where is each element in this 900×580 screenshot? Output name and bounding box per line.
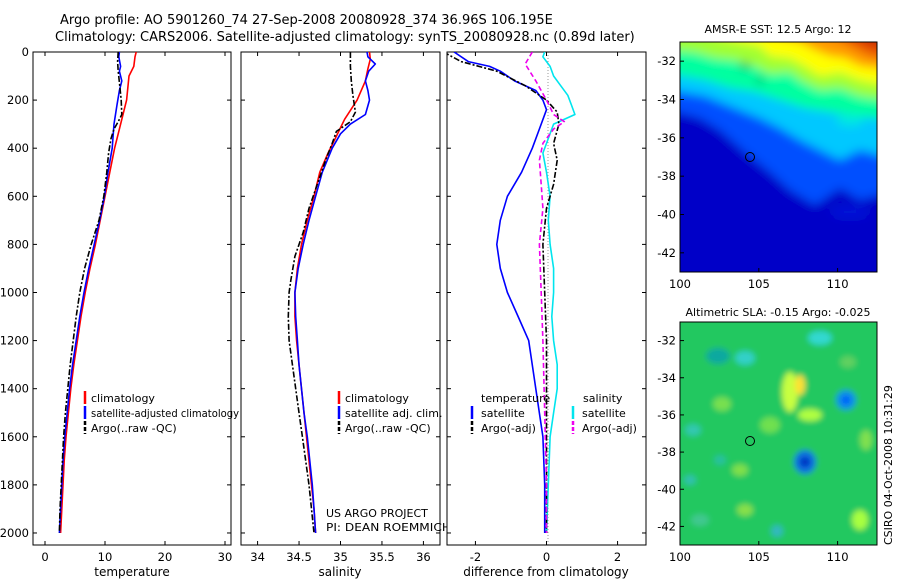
legend-label-sal-satellite: satellite — [582, 407, 626, 420]
sla-map-frame — [679, 321, 878, 546]
map-y-tick-label: -40 — [657, 208, 676, 222]
legend-label-temp-argo: Argo(-adj) — [481, 422, 536, 435]
sla-map-image — [680, 322, 877, 545]
x-tick-label: 34.5 — [286, 550, 312, 564]
argo-location-marker — [745, 436, 755, 446]
salinity-profile-panel: 34 34.5 35 35.5 36 salinity climatology sate… — [240, 51, 451, 579]
salinity-legend: climatology satellite adj. clim. Argo(..… — [337, 391, 442, 435]
y-tick-label: 0 — [22, 45, 29, 59]
series-line-argo-adj-temperature — [447, 53, 560, 533]
map-y-tick-label: -32 — [657, 54, 676, 68]
x-tick-label: 35.5 — [369, 550, 395, 564]
x-tick-label: -2 — [470, 550, 481, 564]
temperature-axes-box — [32, 51, 232, 546]
y-tick-label: 600 — [7, 189, 29, 203]
map-y-tick-label: -34 — [657, 371, 676, 385]
sst-map-image — [680, 42, 877, 272]
salinity-xlabel: salinity — [318, 565, 361, 579]
timestamp-label: CSIRO 04-Oct-2008 10:31:29 — [882, 385, 895, 545]
y-tick-label: 200 — [7, 93, 29, 107]
y-tick-label: 2000 — [0, 526, 29, 540]
series-line-climatology — [59, 52, 137, 534]
map-y-tick-label: -40 — [657, 482, 676, 496]
difference-ticks: -2 0 2 — [447, 51, 646, 564]
temperature-profile-panel: 0 10 20 30 0 200 400 600 800 1000 1200 1400 1600 1800… — [0, 45, 239, 579]
y-tick-label: 1400 — [0, 382, 29, 396]
x-tick-label: 2 — [614, 550, 621, 564]
legend-label-climatology: climatology — [345, 392, 409, 405]
series-line-argo-raw-qc — [58, 52, 123, 534]
series-line-argo-adj-salinity — [524, 52, 566, 533]
y-tick-label: 1600 — [0, 430, 29, 444]
temperature-legend: climatology satellite-adjusted climatolo… — [83, 391, 239, 435]
map-y-tick-label: -36 — [657, 408, 676, 422]
legend-label-satellite-adj: satellite adj. clim. — [345, 407, 442, 420]
map-x-tick-label: 105 — [748, 550, 770, 564]
map-y-tick-label: -34 — [657, 93, 676, 107]
y-tick-label: 400 — [7, 141, 29, 155]
map-y-tick-label: -42 — [657, 519, 676, 533]
credit-line2: PI: DEAN ROEMMICH — [326, 521, 451, 534]
difference-series — [447, 52, 576, 534]
difference-legend: temperature satellite Argo(-adj) salinit… — [470, 392, 637, 435]
x-tick-label: 36 — [416, 550, 431, 564]
x-tick-label: 35 — [333, 550, 348, 564]
legend-group-salinity: salinity — [583, 392, 623, 405]
map-y-tick-label: -42 — [657, 246, 676, 260]
x-tick-label: 34 — [250, 550, 265, 564]
legend-label-satellite-adjusted: satellite-adjusted climatology — [91, 407, 239, 420]
y-tick-label: 1000 — [0, 285, 29, 299]
figure-title-line2: Climatology: CARS2006. Satellite-adjuste… — [55, 30, 635, 45]
difference-xlabel: difference from climatology — [463, 565, 629, 579]
map-x-tick-label: 100 — [669, 277, 691, 291]
map-y-tick-label: -38 — [657, 445, 676, 459]
map-x-tick-label: 100 — [669, 550, 691, 564]
legend-label-argo: Argo(..raw -QC) — [345, 422, 431, 435]
sst-map-ticks: 100 105 110 -32 -34 -36 -38 -40 -42 — [657, 54, 848, 291]
sla-map-ticks: 100 105 110 -32 -34 -36 -38 -40 -42 — [657, 334, 848, 564]
map-x-tick-label: 105 — [748, 277, 770, 291]
x-tick-label: 0 — [543, 550, 550, 564]
temperature-xlabel: temperature — [94, 565, 169, 579]
x-tick-label: 30 — [218, 550, 233, 564]
y-tick-label: 1800 — [0, 478, 29, 492]
temperature-series — [58, 52, 137, 534]
map-x-tick-label: 110 — [827, 277, 849, 291]
x-tick-label: 20 — [158, 550, 173, 564]
sst-map-title: AMSR-E SST: 12.5 Argo: 12 — [704, 23, 851, 36]
map-x-tick-label: 110 — [827, 550, 849, 564]
difference-profile-panel: -2 0 2 difference from climatology tempera… — [446, 51, 647, 579]
series-line-satellite-adj-clim — [294, 52, 377, 534]
map-y-tick-label: -38 — [657, 169, 676, 183]
sla-map-panel: Altimetric SLA: -0.15 Argo: -0.025 — [657, 306, 878, 564]
sst-map-panel: AMSR-E SST: 12.5 Argo: 12 100 105 110- — [657, 23, 878, 291]
y-tick-label: 1200 — [0, 334, 29, 348]
sst-map-frame — [679, 41, 878, 273]
temperature-ticks: 0 10 20 30 0 200 400 600 800 1000 1200 1400 1600 1800… — [0, 45, 232, 564]
legend-label-sal-argo: Argo(-adj) — [582, 422, 637, 435]
legend-label-climatology: climatology — [91, 392, 155, 405]
salinity-ticks: 34 34.5 35 35.5 36 — [241, 51, 440, 564]
series-line-argo-raw-qc — [287, 52, 357, 534]
sla-map-title: Altimetric SLA: -0.15 Argo: -0.025 — [686, 306, 871, 319]
salinity-series — [287, 52, 377, 534]
legend-group-temperature: temperature — [481, 392, 550, 405]
figure-title-line1: Argo profile: AO 5901260_74 27-Sep-2008 … — [60, 13, 553, 28]
y-tick-label: 800 — [7, 237, 29, 251]
legend-label-argo: Argo(..raw -QC) — [91, 422, 177, 435]
legend-label-temp-satellite: satellite — [481, 407, 525, 420]
map-y-tick-label: -36 — [657, 131, 676, 145]
credit-line1: US ARGO PROJECT — [326, 507, 428, 520]
series-line-satellite-adjusted-climatology — [58, 52, 123, 534]
map-y-tick-label: -32 — [657, 334, 676, 348]
argo-location-marker — [745, 152, 755, 162]
x-tick-label: 0 — [41, 550, 48, 564]
x-tick-label: 10 — [98, 550, 113, 564]
